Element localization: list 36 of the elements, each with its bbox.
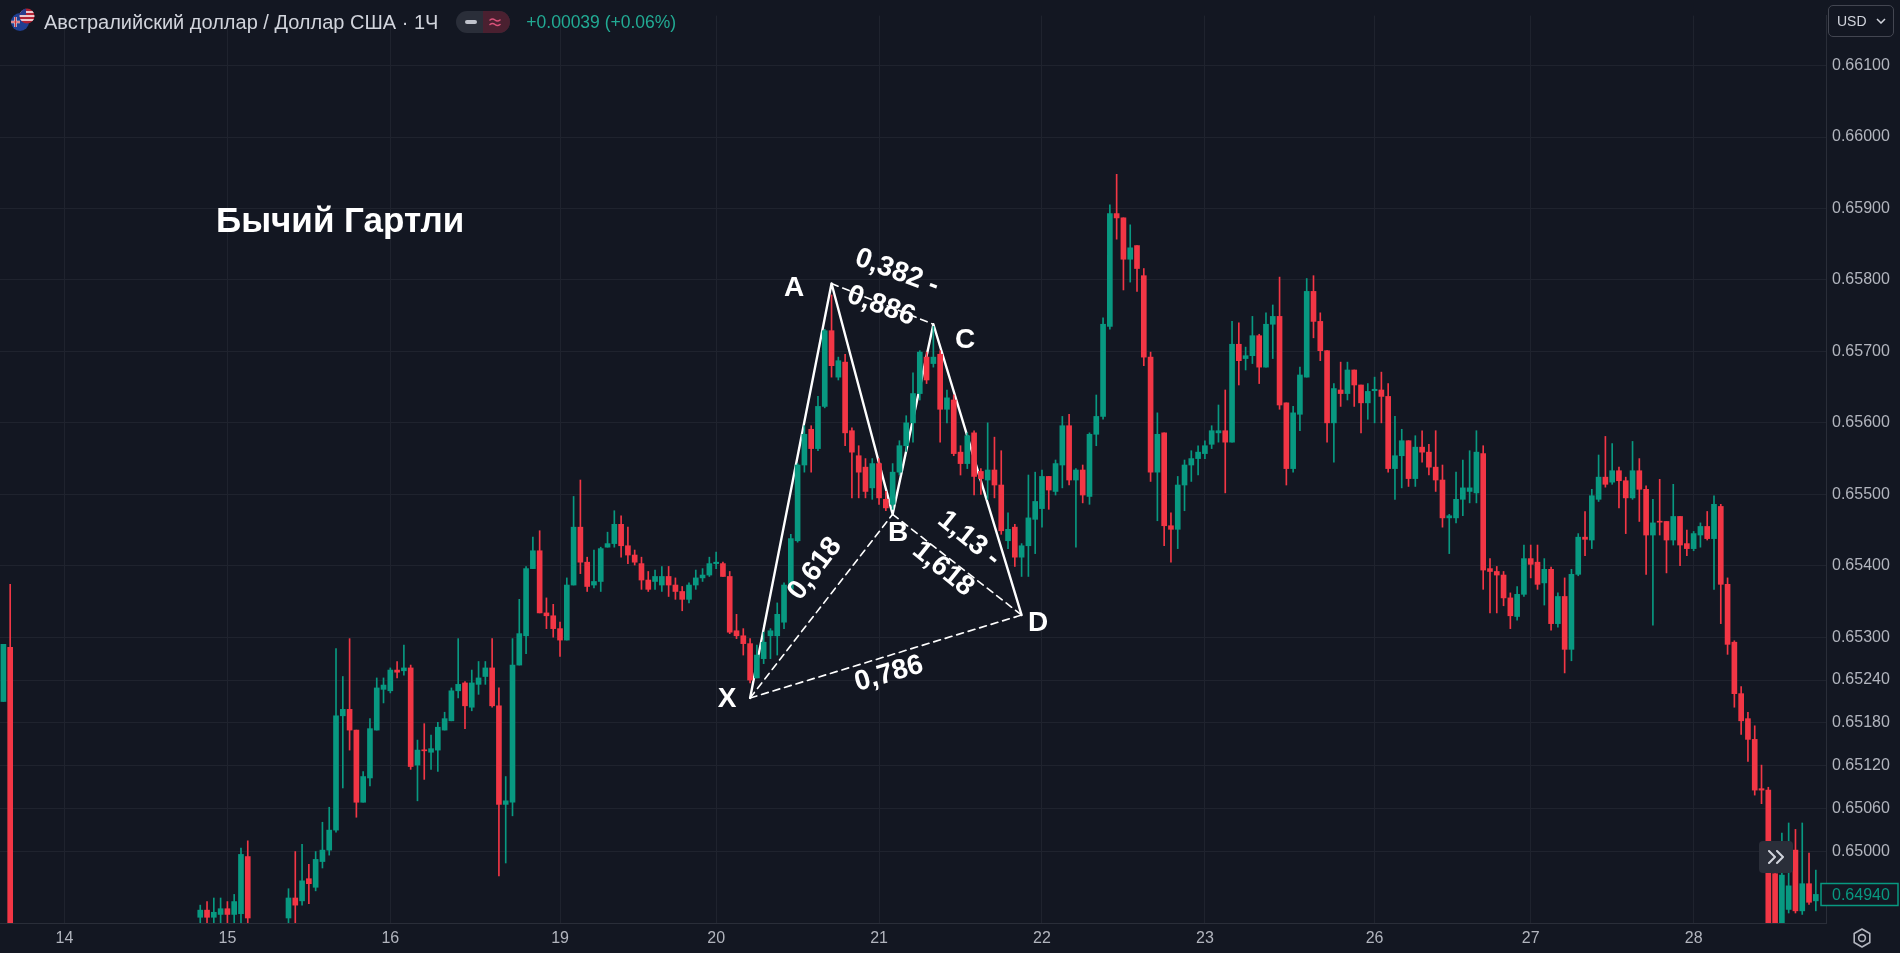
annotation: 0,786 <box>850 647 927 697</box>
x-tick-label: 20 <box>707 929 726 947</box>
y-tick-label: 0.65600 <box>1832 413 1890 431</box>
annotation: +0.00039 (+0.06%) <box>526 11 677 33</box>
y-tick-label: 0.65120 <box>1832 756 1890 774</box>
dropdown: USD <box>1828 5 1894 37</box>
x-tick-label: 28 <box>1684 929 1703 947</box>
x-tick-label: 15 <box>218 929 237 947</box>
y-tick-label: 0.65700 <box>1832 341 1890 359</box>
annotation: D <box>1027 605 1049 637</box>
y-tick-label: 0.65060 <box>1832 799 1890 817</box>
x-tick-label: 27 <box>1521 929 1540 947</box>
x-tick-label: 14 <box>55 929 74 947</box>
x-tick-label: 16 <box>381 929 400 947</box>
y-tick-label: 0.65180 <box>1832 713 1890 731</box>
x-tick-label: 23 <box>1195 929 1214 947</box>
y-tick-label: 0.65500 <box>1832 484 1890 502</box>
x-tick-label: 22 <box>1033 929 1051 947</box>
y-tick-label: 0.65800 <box>1832 270 1890 288</box>
y-tick-label: 0.66100 <box>1832 56 1890 74</box>
text: Бычий Гартли <box>216 200 465 240</box>
y-tick-label: 0.65240 <box>1832 670 1890 688</box>
y-tick-label: 0.66000 <box>1832 127 1890 145</box>
annotation: B <box>887 515 909 547</box>
annotation: C <box>954 322 976 354</box>
x-tick-label: 26 <box>1365 929 1384 947</box>
x-tick-label: 21 <box>870 929 889 947</box>
chart-subtitle: Австралийский доллар / Доллар США · 1Ч <box>44 10 439 34</box>
text: 0.64940 <box>1832 885 1890 903</box>
annotation: X <box>717 681 737 713</box>
y-tick-label: 0.65900 <box>1832 198 1890 216</box>
x-tick-label: 19 <box>551 929 570 947</box>
y-tick-label: 0.65300 <box>1832 627 1890 645</box>
annotation: A <box>783 270 805 302</box>
y-tick-label: 0.65400 <box>1832 556 1890 574</box>
y-tick-label: 0.65000 <box>1832 841 1890 859</box>
